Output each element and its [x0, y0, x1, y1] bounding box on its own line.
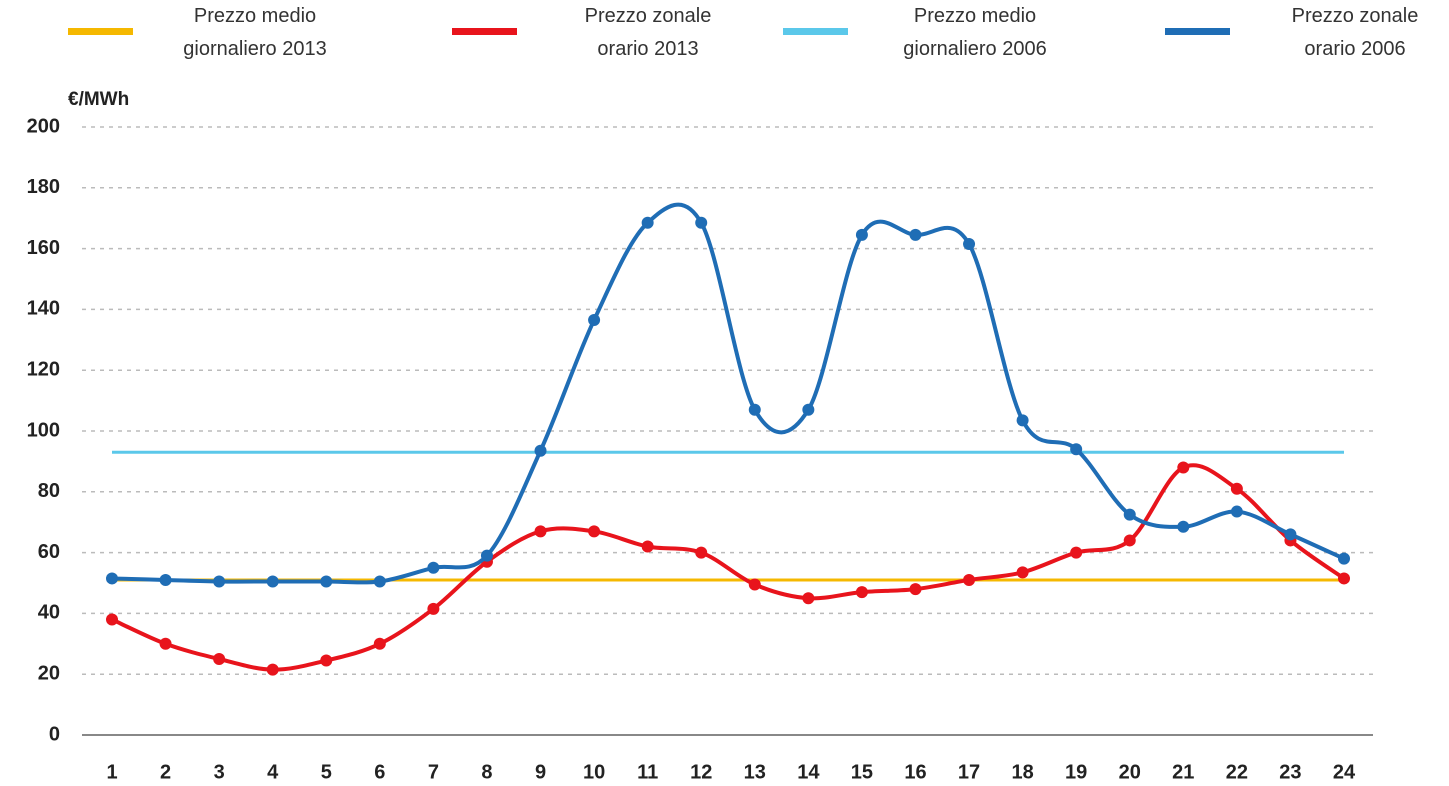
- data-point: [802, 403, 815, 416]
- x-tick-label: 12: [690, 761, 712, 783]
- data-point: [1177, 461, 1190, 474]
- x-tick-label: 7: [428, 761, 439, 783]
- data-point: [695, 216, 708, 229]
- data-point: [588, 314, 601, 327]
- x-tick-label: 9: [535, 761, 546, 783]
- data-point: [802, 592, 815, 605]
- x-tick-label: 18: [1011, 761, 1033, 783]
- x-tick-label: 20: [1119, 761, 1141, 783]
- data-point: [1177, 520, 1190, 533]
- data-point: [855, 586, 868, 599]
- legend-swatch: [1165, 28, 1230, 35]
- data-point: [909, 228, 922, 241]
- legend-label: Prezzo medio giornaliero 2006: [903, 5, 1047, 60]
- x-tick-label: 8: [481, 761, 492, 783]
- data-point: [1338, 552, 1350, 565]
- y-tick-label: 100: [27, 419, 60, 441]
- x-tick-label: 23: [1279, 761, 1301, 783]
- legend-swatch: [783, 28, 848, 35]
- data-point: [1123, 508, 1136, 521]
- data-point: [106, 613, 118, 626]
- data-point: [1070, 546, 1083, 559]
- x-tick-label: 14: [797, 761, 820, 783]
- x-tick-label: 2: [160, 761, 171, 783]
- data-point: [1016, 414, 1029, 427]
- data-point: [213, 575, 226, 588]
- y-tick-label: 140: [27, 298, 60, 320]
- x-tick-label: 21: [1172, 761, 1194, 783]
- data-point: [373, 575, 386, 588]
- x-tick-label: 1: [106, 761, 117, 783]
- data-point: [427, 561, 440, 574]
- x-tick-label: 17: [958, 761, 980, 783]
- data-point: [534, 525, 547, 538]
- data-point: [266, 575, 279, 588]
- y-tick-label: 60: [38, 541, 60, 563]
- y-tick-label: 40: [38, 602, 60, 624]
- data-point: [373, 637, 386, 650]
- data-point: [320, 575, 333, 588]
- data-point: [1230, 482, 1243, 495]
- data-point: [159, 573, 172, 586]
- y-axis-label: €/MWh: [68, 89, 129, 110]
- x-tick-label: 24: [1333, 761, 1356, 783]
- x-tick-label: 4: [267, 761, 279, 783]
- x-tick-label: 13: [744, 761, 766, 783]
- data-point: [855, 228, 868, 241]
- data-point: [534, 444, 547, 457]
- data-point: [1016, 566, 1029, 579]
- data-point: [1338, 572, 1350, 585]
- legend-swatch: [68, 28, 133, 35]
- data-point: [695, 546, 708, 559]
- y-tick-label: 80: [38, 480, 60, 502]
- data-point: [1070, 443, 1083, 456]
- data-point: [1230, 505, 1243, 518]
- data-point: [641, 540, 654, 553]
- data-point: [641, 216, 654, 229]
- data-point: [1284, 528, 1297, 541]
- y-tick-label: 120: [27, 358, 60, 380]
- data-point: [266, 663, 279, 676]
- legend-label: Prezzo medio giornaliero 2013: [183, 5, 327, 60]
- data-point: [106, 572, 118, 585]
- data-point: [748, 578, 761, 591]
- x-tick-label: 3: [214, 761, 225, 783]
- data-point: [963, 238, 976, 251]
- x-tick-label: 15: [851, 761, 873, 783]
- data-point: [480, 549, 493, 562]
- y-tick-label: 180: [27, 176, 60, 198]
- y-tick-label: 0: [49, 723, 60, 745]
- data-point: [963, 573, 976, 586]
- legend-label: Prezzo zonale orario 2006: [1291, 5, 1419, 60]
- x-tick-label: 5: [321, 761, 332, 783]
- series-line: [111, 202, 1345, 585]
- x-tick-label: 19: [1065, 761, 1087, 783]
- x-tick-label: 16: [904, 761, 926, 783]
- data-point: [427, 602, 440, 615]
- x-tick-label: 6: [374, 761, 385, 783]
- data-point: [588, 525, 601, 538]
- data-point: [320, 654, 333, 667]
- data-point: [748, 403, 761, 416]
- data-point: [909, 583, 922, 596]
- y-tick-label: 20: [38, 662, 60, 684]
- data-point: [1123, 534, 1136, 547]
- x-tick-label: 22: [1226, 761, 1248, 783]
- legend-swatch: [452, 28, 517, 35]
- data-point: [159, 637, 172, 650]
- y-tick-label: 160: [27, 237, 60, 259]
- x-tick-label: 11: [637, 761, 658, 783]
- data-point: [213, 653, 226, 665]
- x-tick-label: 10: [583, 761, 605, 783]
- series-line: [111, 463, 1346, 672]
- legend-label: Prezzo zonale orario 2013: [584, 5, 712, 60]
- y-tick-label: 200: [27, 115, 60, 137]
